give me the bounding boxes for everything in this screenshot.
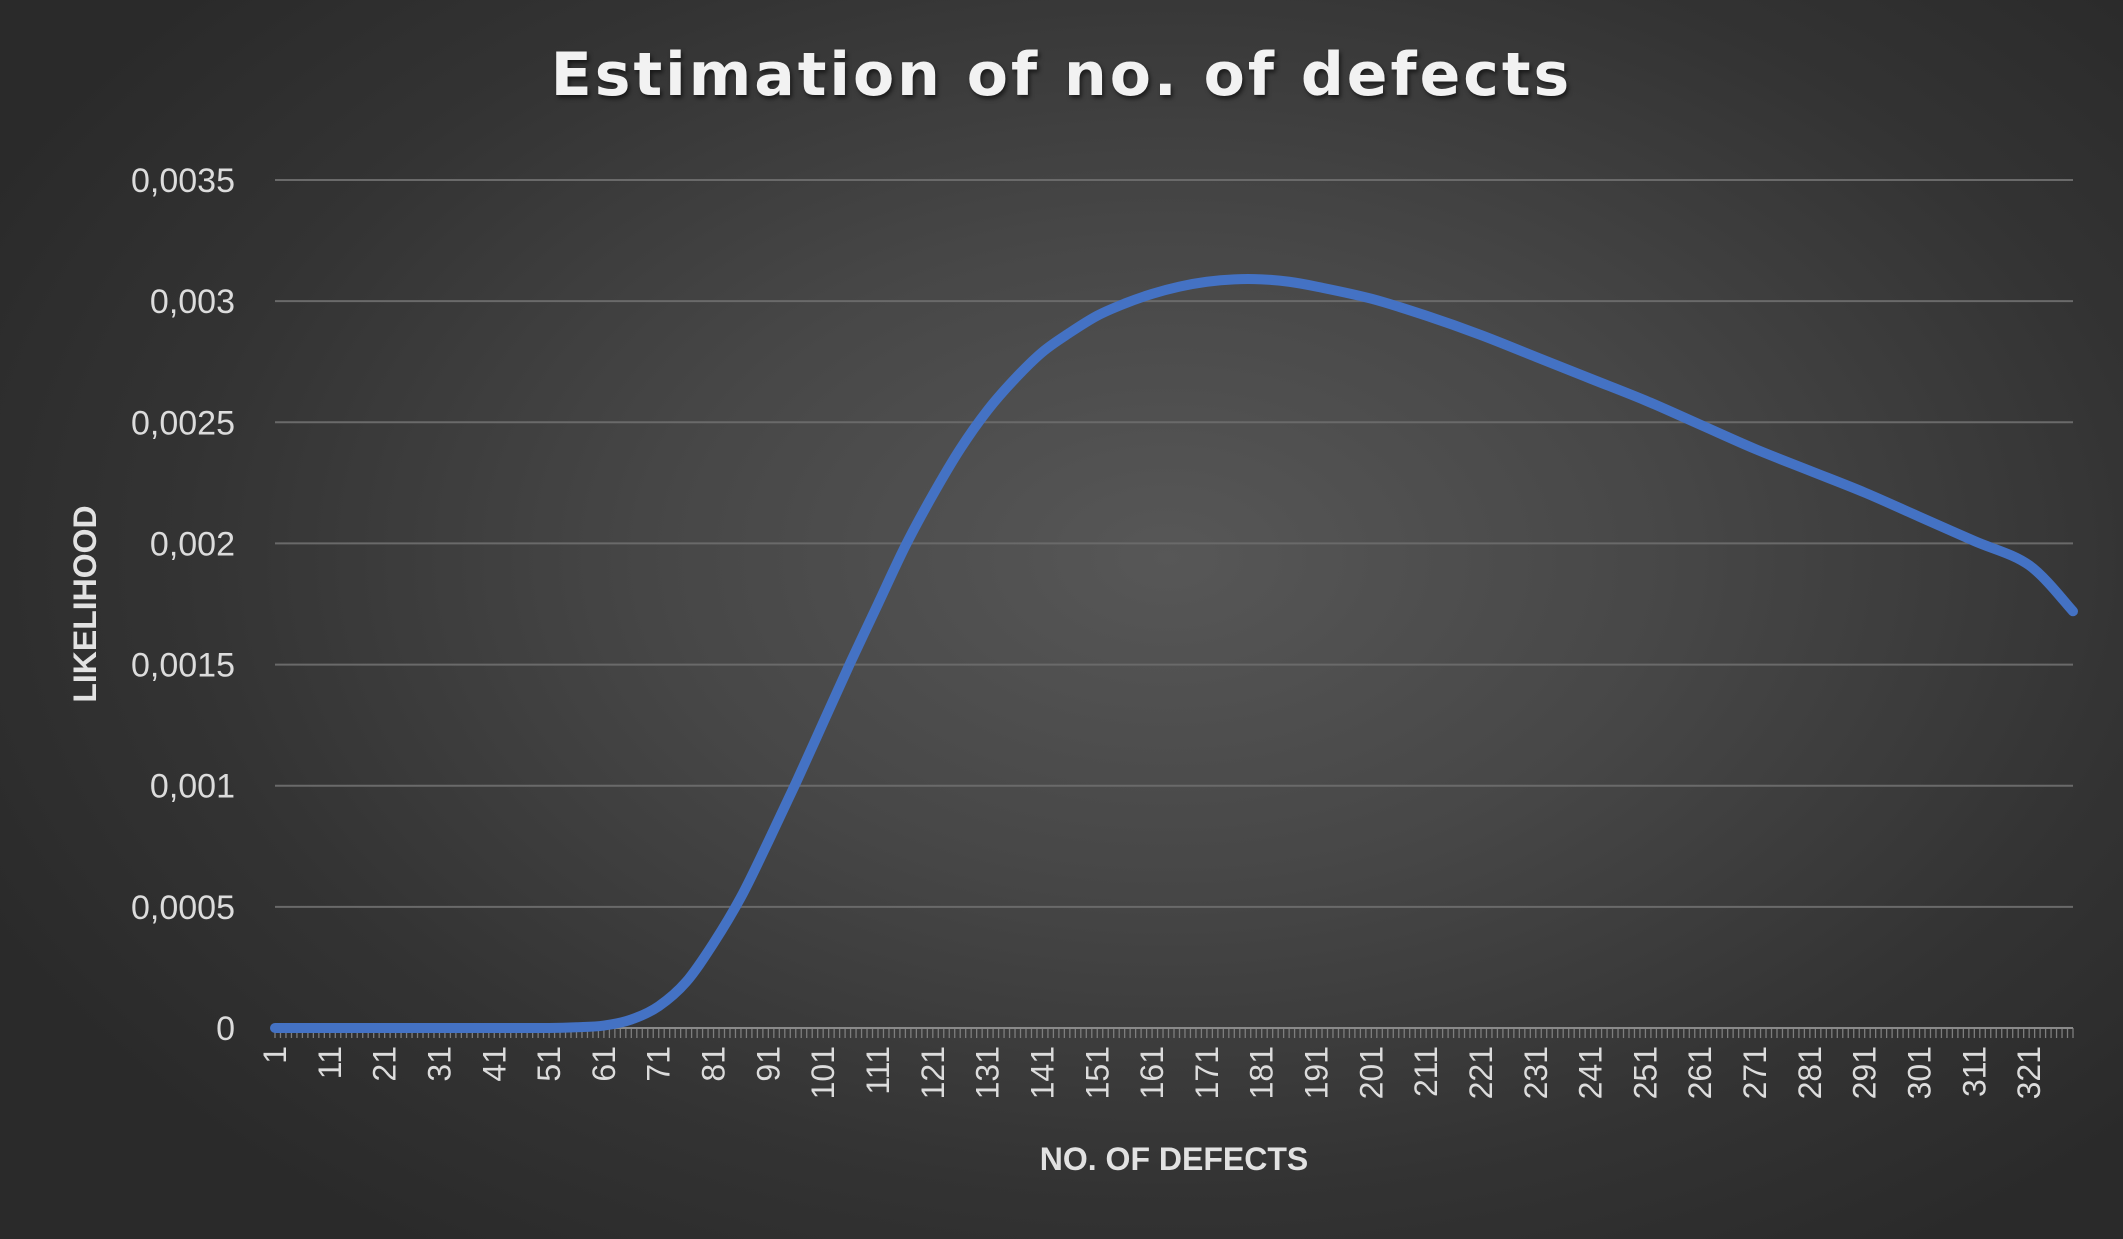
x-tick-label: 131 — [970, 1046, 1006, 1099]
x-tick-label: 121 — [915, 1046, 951, 1099]
y-tick-label: 0,0015 — [131, 647, 235, 685]
x-tick-label: 11 — [312, 1046, 348, 1079]
x-tick-label: 1 — [257, 1046, 293, 1064]
x-axis-tick-labels: 1 11 21 31 41 51 61 71 81 91 101 111 121 131 141 151 161… — [257, 1046, 2047, 1099]
x-tick-label: 301 — [1902, 1046, 1938, 1099]
series-group — [270, 274, 2078, 1034]
y-axis-title: LIKELIHOOD — [67, 505, 103, 702]
x-axis-title: NO. OF DEFECTS — [1040, 1141, 1308, 1177]
x-tick-label: 161 — [1134, 1046, 1170, 1099]
x-tick-label: 51 — [531, 1046, 567, 1082]
x-tick-label: 111 — [860, 1046, 896, 1095]
x-tick-label: 21 — [367, 1046, 403, 1082]
x-tick-label: 291 — [1847, 1046, 1883, 1099]
x-tick-label: 101 — [805, 1046, 841, 1099]
x-tick-label: 251 — [1627, 1046, 1663, 1099]
x-tick-label: 321 — [2011, 1046, 2047, 1099]
x-tick-label: 281 — [1792, 1046, 1828, 1099]
x-tick-label: 181 — [1244, 1046, 1280, 1099]
x-tick-label: 31 — [421, 1046, 457, 1082]
y-tick-label: 0,0035 — [131, 162, 235, 200]
x-tick-label: 141 — [1024, 1046, 1060, 1099]
x-tick-label: 71 — [641, 1046, 677, 1082]
x-tick-label: 151 — [1079, 1046, 1115, 1099]
x-tick-label: 271 — [1737, 1046, 1773, 1099]
x-tick-label: 171 — [1189, 1046, 1225, 1099]
y-tick-label: 0,003 — [150, 283, 235, 321]
x-tick-label: 41 — [476, 1046, 512, 1082]
x-tick-label: 221 — [1463, 1046, 1499, 1099]
gridlines — [275, 179, 2073, 908]
x-tick-label: 191 — [1299, 1046, 1335, 1099]
x-tick-label: 61 — [586, 1046, 622, 1082]
y-tick-label: 0,001 — [150, 768, 235, 806]
x-tick-label: 91 — [750, 1046, 786, 1082]
y-tick-label: 0,0025 — [131, 404, 235, 442]
y-axis-tick-labels: 0 0,0005 0,001 0,0015 0,002 0,0025 0,003 0,0035 — [131, 162, 235, 1048]
x-tick-label: 311 — [1956, 1046, 1992, 1097]
chart-title: Estimation of no. of defects — [550, 40, 1573, 110]
y-tick-label: 0 — [216, 1010, 235, 1048]
y-tick-label: 0,0005 — [131, 889, 235, 927]
x-tick-label: 81 — [696, 1046, 732, 1082]
x-tick-label: 231 — [1518, 1046, 1554, 1099]
x-tick-label: 261 — [1682, 1046, 1718, 1099]
series-line — [270, 274, 2078, 1034]
y-tick-label: 0,002 — [150, 525, 235, 563]
x-tick-label: 211 — [1408, 1046, 1444, 1097]
x-tick-label: 241 — [1573, 1046, 1609, 1099]
x-tick-label: 201 — [1353, 1046, 1389, 1099]
